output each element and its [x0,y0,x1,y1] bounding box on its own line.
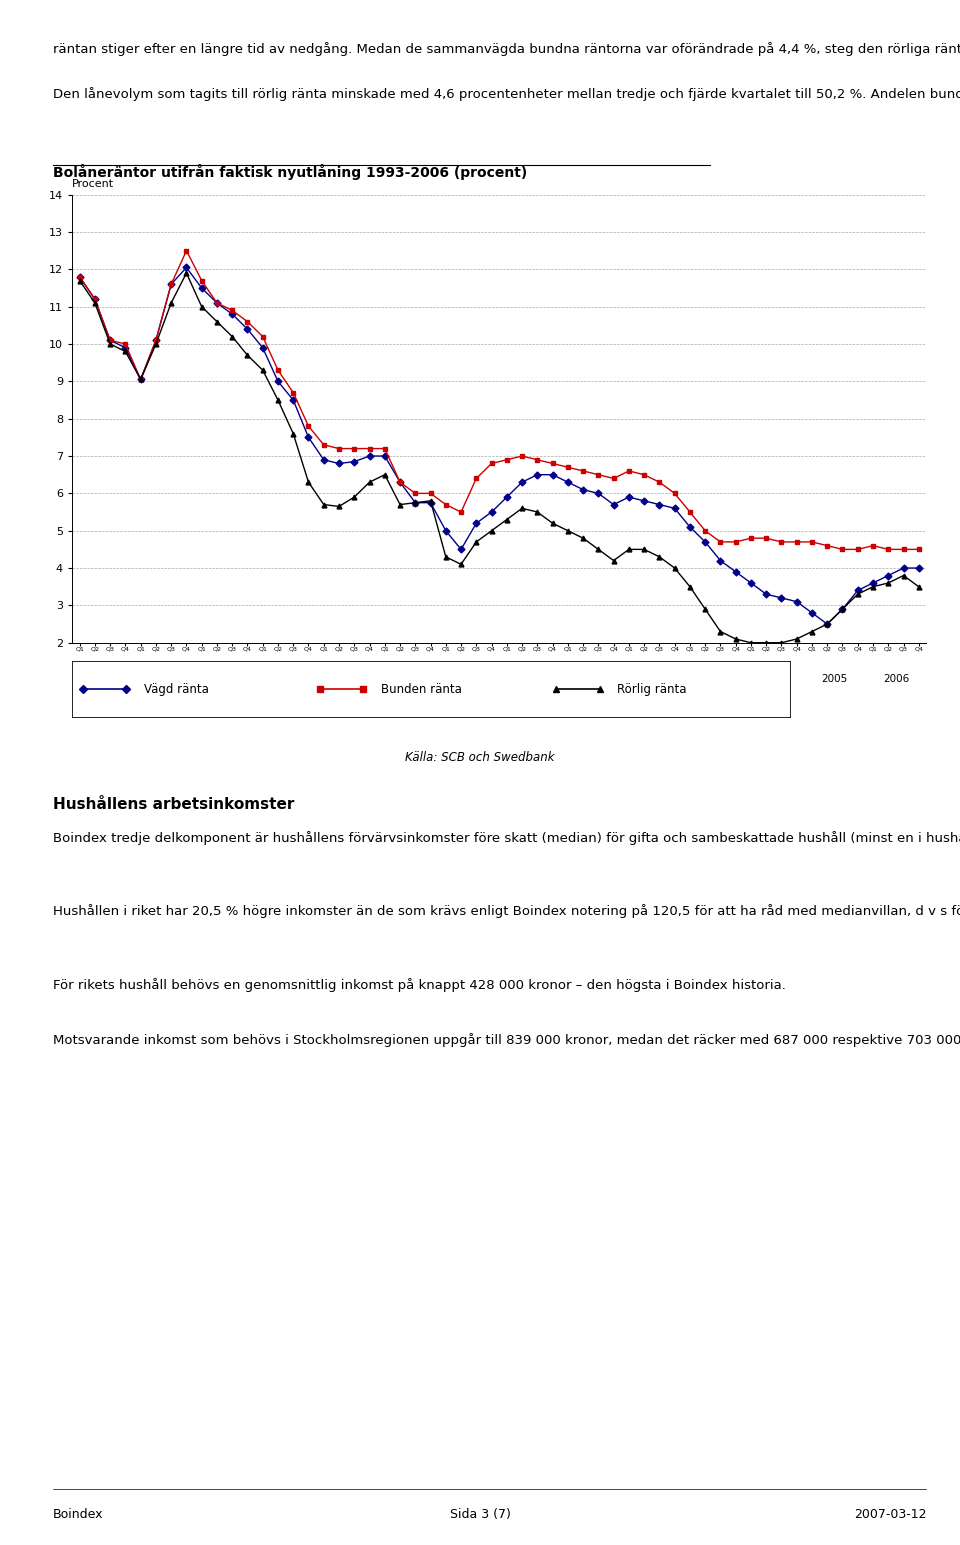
Rörlig ränta [745,633,756,652]
Text: 1996: 1996 [273,675,299,684]
Bunden ränta [395,473,406,491]
Text: Boindex: Boindex [53,1508,104,1520]
Text: 1998: 1998 [395,675,420,684]
Text: Rörlig ränta: Rörlig ränta [617,683,687,695]
Text: 2006: 2006 [883,675,909,684]
Bunden ränta [638,465,650,484]
Vägd ränta [608,496,619,514]
Text: För rikets hushåll behövs en genomsnittlig inkomst på knappt 428 000 kronor – de: För rikets hushåll behövs en genomsnittl… [53,978,785,992]
Rörlig ränta [638,541,650,559]
Text: 1997: 1997 [333,675,360,684]
Text: Hushållens arbetsinkomster: Hushållens arbetsinkomster [53,797,294,813]
Vägd ränta [89,290,101,309]
Bunden ränta [730,533,741,552]
Text: Bolåneräntor utifrån faktisk nyutlåning 1993-2006 (procent): Bolåneräntor utifrån faktisk nyutlåning … [53,164,527,179]
Vägd ränta [563,473,574,491]
Rörlig ränta [395,496,406,514]
Text: 1999: 1999 [455,675,482,684]
Text: Bunden ränta: Bunden ränta [380,683,462,695]
Text: Procent: Procent [72,179,114,188]
Bunden ränta [563,457,574,476]
Rörlig ränta [608,552,619,570]
Line: Rörlig ränta: Rörlig ränta [77,270,922,646]
Vägd ränta [822,615,833,633]
Text: 2007-03-12: 2007-03-12 [853,1508,926,1520]
Text: Vägd ränta: Vägd ränta [144,683,208,695]
Vägd ränta [638,491,650,510]
Bunden ränta [608,470,619,488]
Text: 1995: 1995 [211,675,238,684]
Text: 2005: 2005 [822,675,848,684]
Text: 1994: 1994 [151,675,177,684]
Rörlig ränta [563,522,574,541]
Rörlig ränta [913,578,924,596]
Bunden ränta [89,290,101,309]
Vägd ränta [913,559,924,578]
Text: Motsvarande inkomst som behövs i Stockholmsregionen uppgår till 839 000 kronor, : Motsvarande inkomst som behövs i Stockho… [53,1032,960,1046]
Rörlig ränta [89,294,101,312]
Vägd ränta [74,267,85,286]
Vägd ränta [395,473,406,491]
Text: Sida 3 (7): Sida 3 (7) [449,1508,511,1520]
Text: 1993: 1993 [89,675,116,684]
Text: 2003: 2003 [700,675,726,684]
Rörlig ränta [180,264,192,283]
Bunden ränta [180,241,192,260]
Bunden ränta [913,541,924,559]
Rörlig ränta [74,272,85,290]
Bunden ränta [74,267,85,286]
Text: räntan stiger efter en längre tid av nedgång. Medan de sammanvägda bundna räntor: räntan stiger efter en längre tid av ned… [53,42,960,56]
Text: 2000: 2000 [516,675,542,684]
Text: 2002: 2002 [638,675,665,684]
Text: Den lånevolym som tagits till rörlig ränta minskade med 4,6 procentenheter mella: Den lånevolym som tagits till rörlig rän… [53,88,960,102]
Text: Källa: SCB och Swedbank: Källa: SCB och Swedbank [405,751,555,763]
Bunden ränta [837,541,849,559]
Text: 2001: 2001 [578,675,604,684]
Text: 2004: 2004 [760,675,787,684]
Line: Bunden ränta: Bunden ränta [77,249,922,552]
Rörlig ränta [730,630,741,649]
Vägd ränta [730,562,741,581]
Text: Boindex tredje delkomponent är hushållens förvärvsinkomster före skatt (median) : Boindex tredje delkomponent är hushållen… [53,831,960,845]
Vägd ränta [180,258,192,277]
Line: Vägd ränta: Vägd ränta [77,266,922,626]
Text: Hushållen i riket har 20,5 % högre inkomster än de som krävs enligt Boindex note: Hushållen i riket har 20,5 % högre inkom… [53,904,960,918]
